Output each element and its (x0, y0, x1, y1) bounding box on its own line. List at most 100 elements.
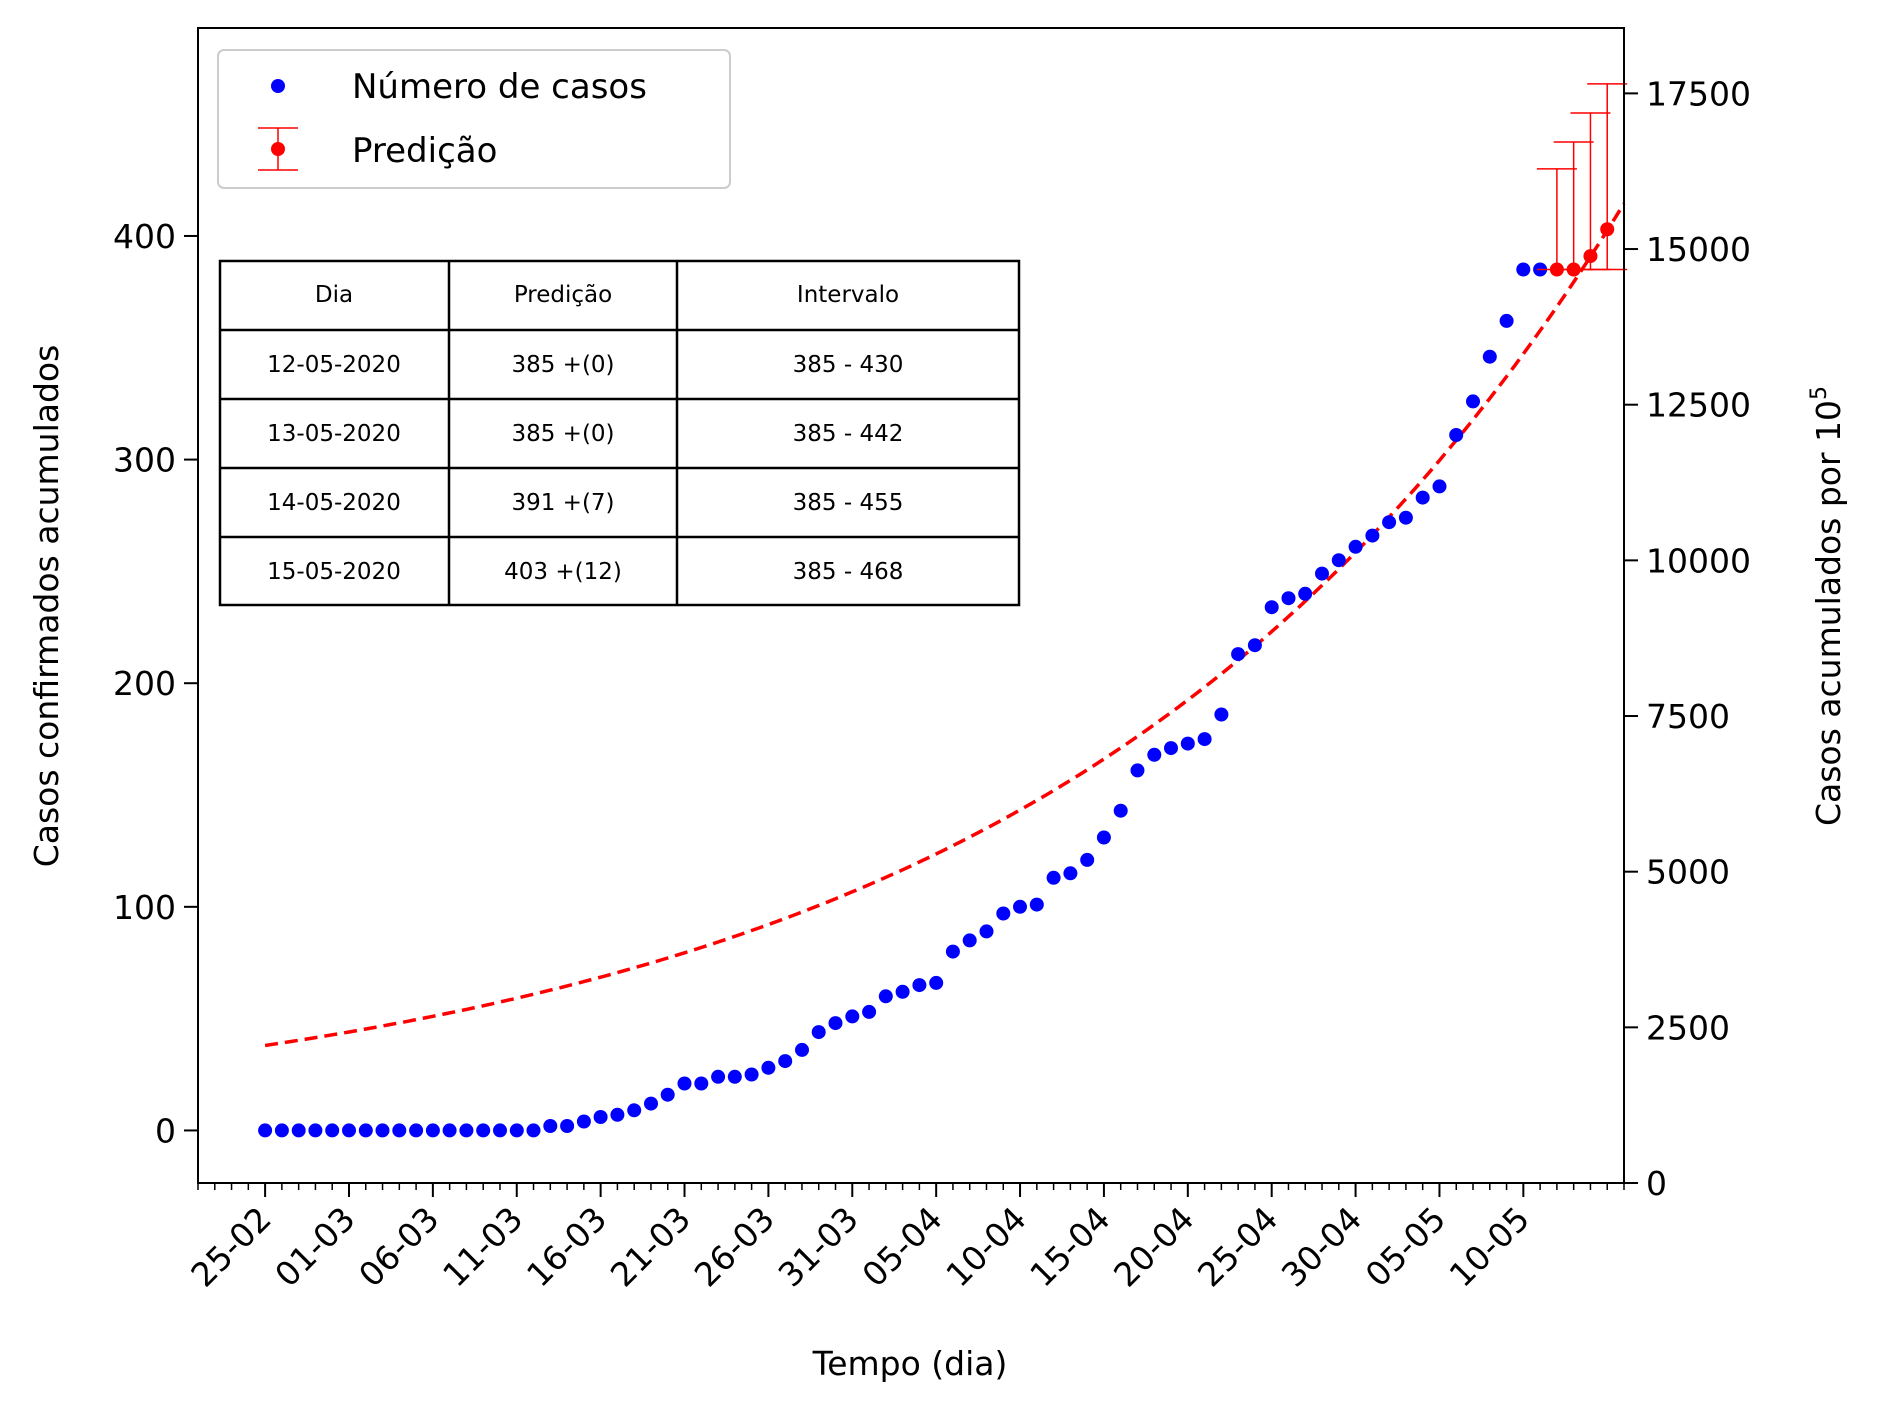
case-point (543, 1119, 558, 1133)
y-right-tick-label: 10000 (1646, 541, 1751, 580)
x-tick-label: 21-03 (603, 1199, 698, 1294)
y-right-tick-label: 5000 (1646, 853, 1730, 892)
case-point (308, 1123, 323, 1138)
case-point (1466, 394, 1480, 409)
table-cell: 391 +(7) (511, 490, 614, 516)
table-cell: 14-05-2020 (267, 490, 401, 516)
plot-frame (197, 27, 1625, 1184)
case-point (425, 1123, 440, 1138)
table-cell: 385 - 442 (793, 421, 904, 447)
case-point (392, 1123, 407, 1138)
y-tick-label: 200 (113, 664, 176, 703)
case-point (711, 1069, 726, 1084)
case-point (1113, 803, 1128, 818)
case-point (1449, 428, 1464, 442)
case-point (1365, 528, 1380, 543)
prediction-point (1583, 249, 1598, 264)
legend-label-prediction: Predição (352, 131, 497, 171)
case-point (929, 975, 944, 990)
case-point (593, 1110, 608, 1124)
table-cell: 385 - 430 (793, 352, 904, 378)
case-point (761, 1060, 776, 1075)
case-point (1482, 349, 1497, 364)
y-axis-title-right-exponent: 5 (1807, 386, 1832, 400)
case-point (325, 1123, 340, 1138)
case-point (811, 1025, 826, 1040)
case-point (509, 1123, 524, 1138)
case-point (493, 1123, 507, 1138)
case-point (677, 1076, 692, 1091)
case-point (1231, 647, 1246, 662)
case-point (744, 1067, 759, 1082)
y-axis-right: 0 2500 5000 7500 10000 12500 15000 17500 (1624, 74, 1751, 1203)
table-cell: 385 +(0) (511, 421, 614, 447)
case-point (727, 1069, 742, 1084)
case-point (1499, 313, 1514, 328)
case-point (1516, 262, 1531, 277)
case-point (1315, 566, 1329, 581)
table-cell: 15-05-2020 (267, 559, 401, 585)
fit-curve-layer (264, 202, 1626, 1048)
case-point (828, 1016, 843, 1031)
y-tick-label: 400 (113, 217, 176, 256)
case-point (560, 1119, 575, 1133)
y-right-tick-label: 17500 (1646, 74, 1751, 113)
case-point (660, 1087, 675, 1102)
x-tick-label: 16-03 (519, 1199, 614, 1294)
case-point (1147, 747, 1162, 762)
case-point (778, 1054, 793, 1069)
x-tick-label: 05-04 (854, 1199, 949, 1294)
x-tick-label: 25-04 (1190, 1199, 1285, 1294)
x-tick-label: 26-03 (687, 1199, 782, 1294)
case-point (1164, 741, 1178, 756)
y-right-tick-label: 7500 (1646, 697, 1730, 736)
case-point (795, 1042, 809, 1057)
case-point (945, 944, 960, 959)
case-point (1180, 736, 1195, 751)
case-point (996, 906, 1011, 921)
case-point (342, 1123, 356, 1138)
x-tick-label: 01-03 (267, 1199, 362, 1294)
case-point (375, 1123, 390, 1138)
table-cell: 13-05-2020 (267, 421, 401, 447)
legend-box (217, 49, 731, 189)
cases-points-layer (258, 262, 1548, 1138)
y-axis-title-right: Casos acumulados por 105 (1807, 386, 1848, 826)
case-point (962, 933, 977, 948)
x-tick-label: 10-05 (1442, 1199, 1537, 1294)
x-tick-label: 06-03 (351, 1199, 446, 1294)
case-point (862, 1004, 877, 1019)
table-cell: 385 - 455 (793, 490, 904, 516)
table-cell: 385 +(0) (511, 352, 614, 378)
case-point (627, 1103, 642, 1118)
x-tick-label: 11-03 (435, 1199, 530, 1294)
case-point (845, 1009, 860, 1024)
legend: Número de casos Predição (217, 49, 731, 189)
case-point (1432, 479, 1447, 494)
case-point (274, 1123, 289, 1138)
table-cell: 385 - 468 (793, 559, 904, 585)
case-point (258, 1123, 273, 1138)
y-right-tick-label: 0 (1646, 1164, 1667, 1203)
case-point (291, 1123, 306, 1138)
x-tick-label: 30-04 (1274, 1199, 1369, 1294)
case-point (1398, 510, 1413, 525)
case-point (409, 1123, 424, 1138)
case-point (526, 1123, 541, 1138)
x-tick-label: 25-02 (183, 1199, 278, 1294)
fit-curve (264, 202, 1626, 1048)
x-tick-label: 05-05 (1358, 1199, 1453, 1294)
prediction-errorbar (1587, 83, 1628, 271)
case-point (476, 1123, 491, 1138)
case-point (979, 924, 994, 939)
case-point (1348, 539, 1363, 554)
table-cell: 12-05-2020 (267, 352, 401, 378)
table-header-dia: Dia (315, 282, 353, 308)
case-point (1013, 899, 1027, 914)
case-point (1331, 553, 1346, 568)
table-header-intervalo: Intervalo (797, 282, 899, 308)
case-point (610, 1107, 625, 1122)
y-axis-title-left: Casos confirmados acumulados (27, 345, 66, 868)
x-tick-label: 20-04 (1106, 1199, 1201, 1294)
